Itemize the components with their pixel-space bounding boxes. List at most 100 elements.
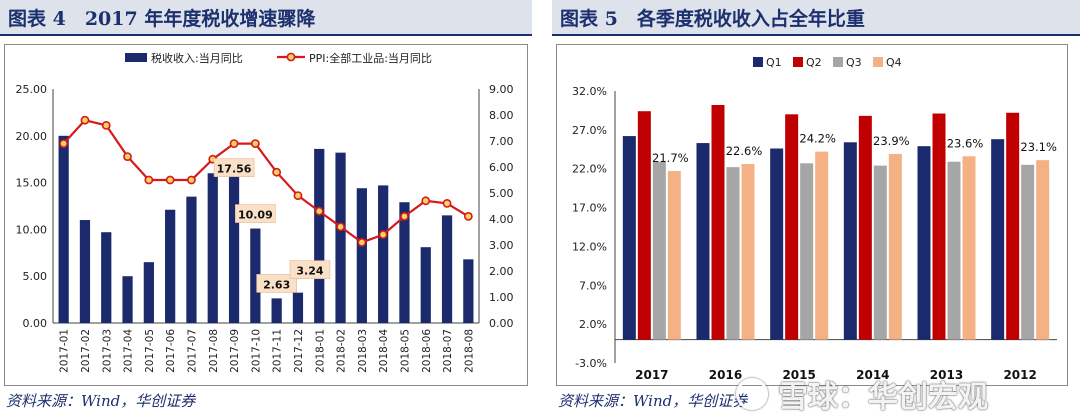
legend-swatch-tax-revenue xyxy=(125,53,147,62)
y-right-tick-label: 9.00 xyxy=(489,83,514,96)
data-callout-label: 10.09 xyxy=(238,209,273,222)
bar-q1 xyxy=(622,136,636,340)
data-callout-box xyxy=(289,260,331,279)
data-callout-box xyxy=(235,204,276,223)
bar-tax-revenue xyxy=(335,152,346,323)
left-figure-title: 图表 4 2017 年年度税收增速骤降 xyxy=(0,0,532,36)
bar-tax-revenue xyxy=(101,232,112,323)
data-callout-box xyxy=(213,158,255,177)
bar-tax-revenue xyxy=(314,148,325,323)
bar-tax-revenue xyxy=(186,196,197,323)
point-ppi xyxy=(144,175,154,185)
point-ppi xyxy=(80,115,90,125)
data-label-q4: 23.6% xyxy=(947,136,984,150)
point-ppi xyxy=(421,196,431,206)
x-tick-label: 2016 xyxy=(709,368,742,382)
bar-tax-revenue xyxy=(58,135,69,323)
point-ppi xyxy=(314,206,324,216)
legend-swatch-q4 xyxy=(873,57,883,67)
bar-q1 xyxy=(843,142,857,340)
x-tick-label: 2018-04 xyxy=(378,329,390,373)
x-tick-label: 2017-02 xyxy=(80,329,92,373)
point-ppi xyxy=(272,167,282,177)
point-ppi xyxy=(463,211,473,221)
legend-swatch-q1 xyxy=(753,57,763,67)
y-left-tick-label: 20.00 xyxy=(16,130,48,143)
tax-revenue-ppi-chart: 0.00 5.00 10.00 15.00 20.00 25.00 0.00 1.00 2.00… xyxy=(16,51,514,373)
bar-tax-revenue xyxy=(79,220,91,323)
x-tick-label: 2017-10 xyxy=(250,329,262,373)
bar-q4 xyxy=(667,171,681,340)
x-tick-label: 2018-01 xyxy=(314,329,326,373)
bar-q4 xyxy=(741,164,755,340)
watermark-text: 雪球：华创宏观 xyxy=(778,380,988,415)
point-ppi xyxy=(187,175,196,185)
bar-q4 xyxy=(1036,160,1050,340)
bar-q4 xyxy=(888,153,902,340)
bar-q3 xyxy=(800,163,814,340)
y-tick-label: 12.0% xyxy=(572,240,607,253)
y-left-tick-label: 0.00 xyxy=(23,317,48,330)
bar-q2 xyxy=(785,114,799,340)
right-chart-frame: -3.0% 2.0% 7.0% 12.0% 17.0% 22.0% 27.0% 32.0% 21… xyxy=(556,44,1068,386)
bar-tax-revenue xyxy=(122,276,133,323)
line-ppi xyxy=(62,118,469,244)
legend-label-q3: Q3 xyxy=(846,56,862,69)
y-left-tick-label: 5.00 xyxy=(23,270,48,283)
y-right-tick-label: 2.00 xyxy=(489,265,514,278)
x-tick-label: 2018-02 xyxy=(336,329,348,373)
data-callout-label: 17.56 xyxy=(217,163,252,176)
y-right-tick-label: 4.00 xyxy=(489,213,514,226)
legend-label-ppi: PPI:全部工业品:当月同比 xyxy=(309,51,432,65)
point-ppi xyxy=(59,139,69,148)
y-tick-label: -3.0% xyxy=(575,357,607,370)
data-label-q4: 24.2% xyxy=(799,132,836,146)
x-tick-label: 2018-07 xyxy=(442,329,454,373)
y-left-tick-label: 15.00 xyxy=(16,177,48,190)
xueqiu-logo-icon xyxy=(736,378,768,410)
y-right-tick-label: 3.00 xyxy=(489,239,514,252)
left-figure-panel: 图表 4 2017 年年度税收增速骤降 0.00 5.00 10.00 15.00 20… xyxy=(0,0,532,419)
x-tick-label: 2017-04 xyxy=(123,329,135,373)
bar-q3 xyxy=(1021,164,1035,340)
y-tick-label: 32.0% xyxy=(572,85,607,98)
bar-q1 xyxy=(991,139,1005,340)
data-callout-label: 2.63 xyxy=(263,278,290,291)
bar-tax-revenue xyxy=(378,185,389,323)
y-left-tick-label: 10.00 xyxy=(16,223,48,236)
point-ppi xyxy=(293,191,303,200)
bar-q1 xyxy=(770,148,784,340)
data-label-q4: 23.1% xyxy=(1020,140,1057,154)
bar-tax-revenue xyxy=(292,292,304,323)
x-tick-label: 2015 xyxy=(782,368,815,382)
bar-q2 xyxy=(858,115,872,340)
x-tick-label: 2017-06 xyxy=(165,329,177,373)
point-ppi xyxy=(123,152,132,161)
y-left-tick-label: 25.00 xyxy=(16,83,48,96)
bar-q3 xyxy=(652,161,666,340)
x-tick-label: 2017-09 xyxy=(229,329,241,373)
bar-tax-revenue xyxy=(441,215,453,323)
right-figure-source: 资料来源：Wind，华创证券 xyxy=(558,392,748,410)
x-tick-label: 2017-01 xyxy=(59,329,71,373)
bar-tax-revenue xyxy=(271,298,282,323)
y-tick-label: 22.0% xyxy=(572,163,607,176)
bar-tax-revenue xyxy=(165,209,176,323)
data-label-q4: 22.6% xyxy=(726,144,763,158)
point-ppi xyxy=(442,198,452,208)
bar-tax-revenue xyxy=(143,262,154,323)
x-tick-label: 2014 xyxy=(856,368,889,382)
point-ppi xyxy=(165,175,175,185)
x-tick-label: 2017-08 xyxy=(208,329,220,373)
y-right-tick-label: 7.00 xyxy=(489,135,514,148)
bar-tax-revenue xyxy=(228,158,240,323)
legend-label-q1: Q1 xyxy=(766,56,782,69)
bar-q3 xyxy=(873,165,887,340)
bar-q1 xyxy=(696,143,710,340)
bar-tax-revenue xyxy=(356,188,367,323)
bar-tax-revenue xyxy=(250,228,261,323)
bar-q4 xyxy=(815,151,829,340)
bar-q4 xyxy=(962,156,976,340)
quarterly-tax-share-chart: -3.0% 2.0% 7.0% 12.0% 17.0% 22.0% 27.0% 32.0% 21… xyxy=(572,56,1057,382)
left-figure-source: 资料来源：Wind，华创证券 xyxy=(6,392,196,410)
